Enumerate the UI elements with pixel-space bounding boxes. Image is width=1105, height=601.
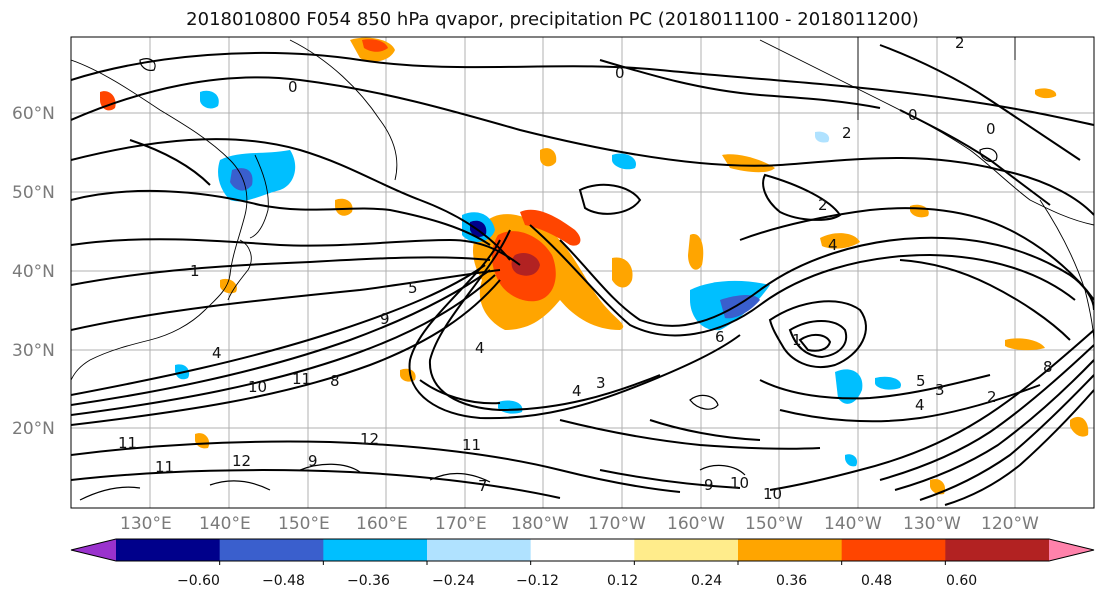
contour-label: 11 xyxy=(462,436,481,454)
contour-label: 4 xyxy=(828,236,838,254)
colorbar-segment xyxy=(945,539,1050,561)
coastlines xyxy=(71,37,1094,381)
contour-label: 1 xyxy=(792,331,802,349)
contour-label: 11 xyxy=(292,370,311,388)
contour-label: 5 xyxy=(408,279,418,297)
lat-label: 40°N xyxy=(12,262,55,282)
contour-label: 5 xyxy=(916,372,926,390)
contour-label: 4 xyxy=(572,382,582,400)
lon-label: 140°W xyxy=(824,514,882,534)
contour-lines-thin xyxy=(79,58,998,501)
colorbar-tick-label: −0.60 xyxy=(177,573,220,589)
darkred-core xyxy=(511,253,540,276)
contour-label: 11 xyxy=(155,458,174,476)
contour-label: 9 xyxy=(380,310,390,328)
colorbar-segment xyxy=(323,539,428,561)
lon-label: 170°E xyxy=(435,514,487,534)
contour-label: 10 xyxy=(763,485,782,503)
colorbar-segment xyxy=(738,539,843,561)
contour-label: 9 xyxy=(704,476,714,494)
contour-label: 12 xyxy=(360,430,379,448)
contour-label: 3 xyxy=(935,381,945,399)
contour-label: 0 xyxy=(908,106,918,124)
map-title: 2018010800 F054 850 hPa qvapor, precipit… xyxy=(186,9,919,30)
contour-label: 2 xyxy=(955,34,965,52)
colorbar-tick-label: −0.12 xyxy=(516,573,559,589)
contour-label: 0 xyxy=(986,120,996,138)
colorbar-outline xyxy=(70,538,1095,562)
contour-label: 0 xyxy=(288,78,298,96)
contour-label: 11 xyxy=(118,434,137,452)
contour-label: 10 xyxy=(248,378,267,396)
contour-label: 2 xyxy=(842,124,852,142)
colorbar-tick-label: 0.36 xyxy=(776,573,808,589)
colorbar-segment xyxy=(116,539,221,561)
contour-label: 8 xyxy=(1043,358,1053,376)
colorbar-tick-label: −0.36 xyxy=(347,573,390,589)
colorbar xyxy=(71,539,1094,565)
lon-label: 140°E xyxy=(199,514,251,534)
lon-label: 130°W xyxy=(903,514,961,534)
contour-lines xyxy=(71,44,1094,506)
lat-label: 30°N xyxy=(12,341,55,361)
lat-label: 20°N xyxy=(12,419,55,439)
contour-label: 10 xyxy=(730,474,749,492)
colorbar-segment xyxy=(219,539,324,561)
contour-labels: 0 0 0 1 2 2 2 4 4 5 9 4 6 3 4 10 11 8 11… xyxy=(118,34,1053,503)
map-background xyxy=(71,37,1094,508)
lon-label: 150°W xyxy=(745,514,803,534)
map-frame xyxy=(70,36,1095,509)
lon-label: 150°E xyxy=(278,514,330,534)
contour-label: 1 xyxy=(190,262,200,280)
contour-label: 4 xyxy=(212,344,222,362)
colorbar-tick-label: 0.12 xyxy=(607,573,639,589)
colorbar-tick-label: −0.24 xyxy=(432,573,475,589)
colorbar-segment xyxy=(841,539,946,561)
lon-label: 170°W xyxy=(588,514,646,534)
contour-label: 0 xyxy=(615,64,625,82)
colorbar-segment xyxy=(530,539,635,561)
lon-label: 130°E xyxy=(120,514,172,534)
contour-label: 6 xyxy=(715,328,725,346)
colorbar-tick-label: −0.48 xyxy=(262,573,305,589)
lon-label: 120°W xyxy=(981,514,1039,534)
colorbar-tick-label: 0.48 xyxy=(861,573,893,589)
contour-label: 12 xyxy=(232,452,251,470)
contour-label: 8 xyxy=(330,372,340,390)
contour-label: 9 xyxy=(308,452,318,470)
lon-label: 160°E xyxy=(356,514,408,534)
lat-label: 50°N xyxy=(12,183,55,203)
contour-label: 4 xyxy=(915,396,925,414)
lon-label: 180°W xyxy=(511,514,569,534)
contour-label: 3 xyxy=(596,374,606,392)
colorbar-extend-low xyxy=(71,539,116,561)
colorbar-tick-label: 0.60 xyxy=(946,573,978,589)
contour-label: 4 xyxy=(475,339,485,357)
graticule xyxy=(71,37,1094,508)
contour-label: 7 xyxy=(478,477,488,495)
colorbar-segment xyxy=(427,539,532,561)
lat-label: 60°N xyxy=(12,104,55,124)
colorbar-extend-high xyxy=(1049,539,1094,561)
contour-label: 2 xyxy=(987,388,997,406)
colorbar-tick-label: 0.24 xyxy=(691,573,723,589)
lon-label: 160°W xyxy=(667,514,725,534)
colorbar-segment xyxy=(634,539,739,561)
contour-label: 2 xyxy=(818,196,828,214)
